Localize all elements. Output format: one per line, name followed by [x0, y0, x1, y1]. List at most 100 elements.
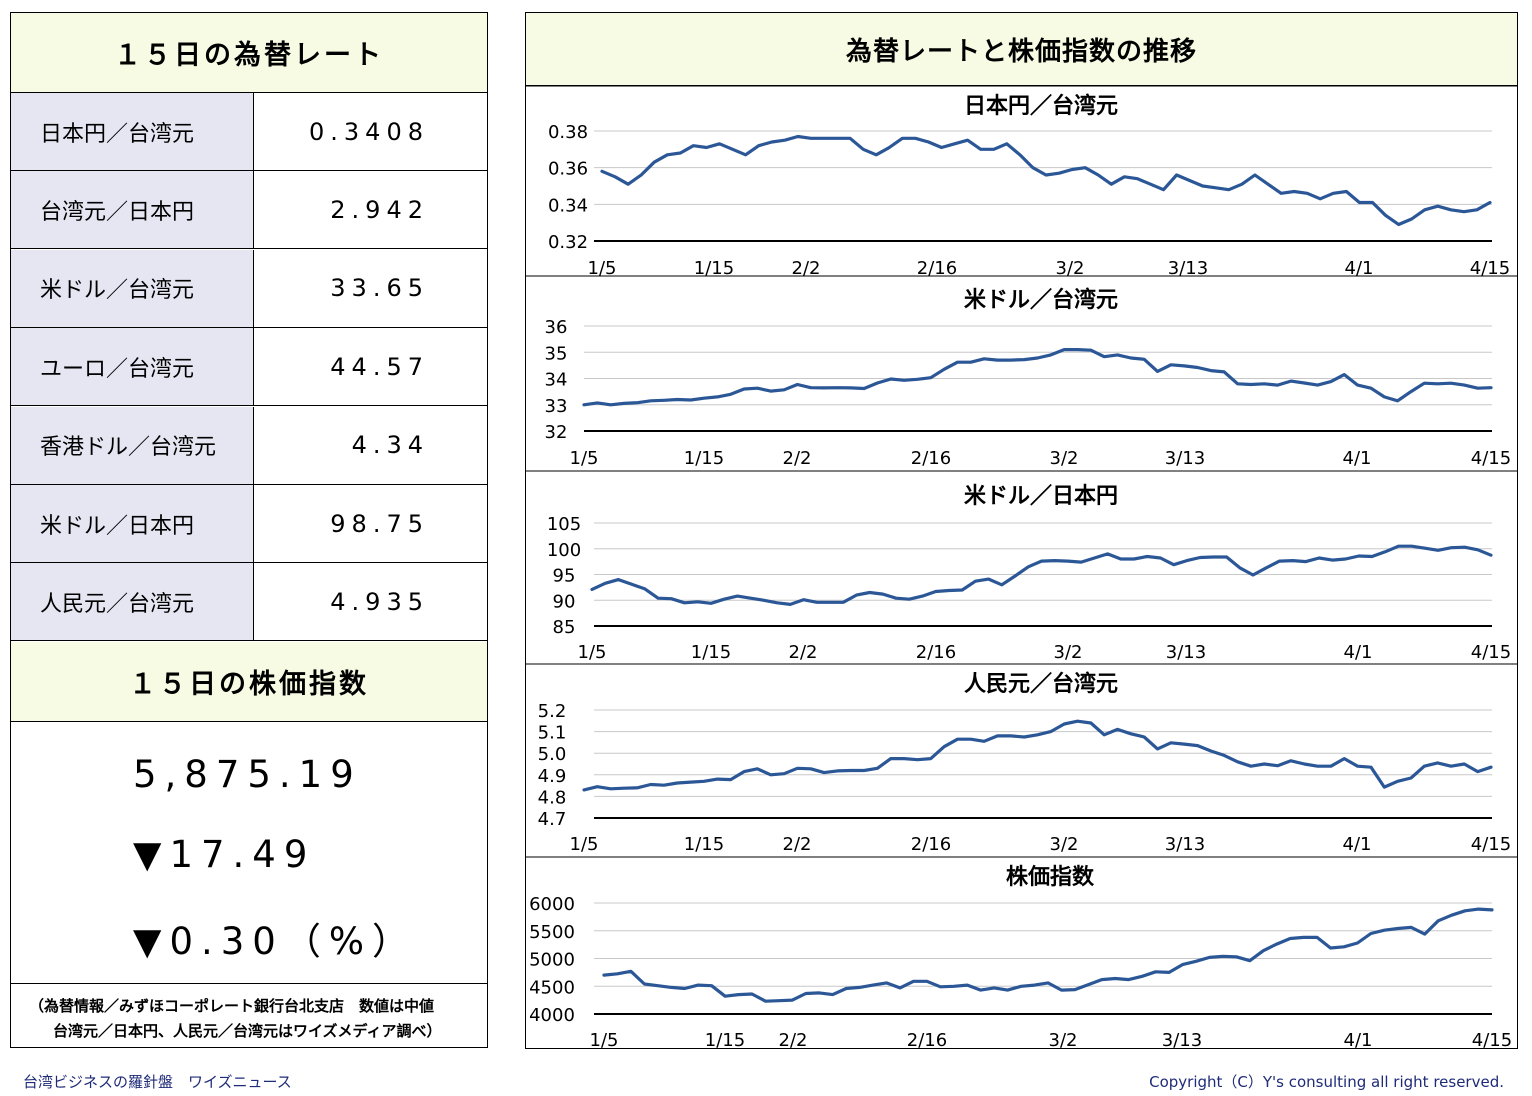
y-tick-label: 90 — [553, 591, 576, 612]
y-tick-label: 5500 — [529, 922, 575, 943]
y-tick-label: 6000 — [529, 894, 575, 915]
chart-3: 米ドル／日本円 105 100 95 90 851/5 1/15 2/2 2/16 3/2 3/13… — [526, 470, 1517, 665]
x-tick-label: 4/15 — [1471, 448, 1511, 469]
fx-row: 日本円／台湾元 0.3408 — [11, 93, 487, 171]
x-tick-label: 2/16 — [907, 1030, 947, 1048]
x-tick-label: 4/15 — [1470, 258, 1510, 279]
y-tick-label: 34 — [545, 370, 568, 391]
footer-copyright: Copyright（C）Y's consulting all right res… — [1149, 1073, 1504, 1091]
stock-index-title: １５日の株価指数 — [11, 642, 487, 722]
series-line — [582, 719, 1493, 792]
x-tick-label: 4/1 — [1343, 834, 1372, 855]
x-tick-label: 4/1 — [1345, 258, 1374, 279]
chart-title: 人民元／台湾元 — [964, 671, 1118, 697]
footer-brand: 台湾ビジネスの羅針盤 ワイズニュース — [23, 1073, 292, 1091]
y-tick-label: 5.2 — [538, 701, 567, 722]
series-line — [600, 134, 1492, 227]
x-tick-label: 2/16 — [911, 448, 951, 469]
fx-row-value: 4.34 — [351, 431, 429, 460]
fx-row: 米ドル／日本円 98.75 — [11, 485, 487, 563]
fx-row-label: ユーロ／台湾元 — [11, 328, 254, 406]
fx-row-value: 0.3408 — [309, 117, 429, 146]
y-tick-label: 4.9 — [538, 766, 567, 787]
fx-row-label: 人民元／台湾元 — [11, 563, 254, 641]
x-tick-label: 4/1 — [1344, 1030, 1373, 1048]
y-tick-label: 35 — [545, 343, 568, 364]
x-tick-label: 4/15 — [1471, 642, 1511, 663]
fx-row-value: 98.75 — [330, 509, 429, 538]
chart-2: 米ドル／台湾元 36 35 34 33 321/5 1/15 2/2 2/16 3/2 3/13 4/… — [526, 275, 1517, 472]
x-tick-label: 3/2 — [1056, 258, 1085, 279]
stock-index-change: ▼17.49 — [133, 833, 316, 876]
fx-row-value: 44.57 — [330, 352, 429, 381]
y-tick-label: 105 — [547, 514, 581, 535]
fx-row-label: 日本円／台湾元 — [11, 93, 254, 170]
x-tick-label: 2/2 — [779, 1030, 808, 1048]
chart-title: 日本円／台湾元 — [964, 93, 1118, 119]
fx-row-label: 米ドル／日本円 — [11, 485, 254, 562]
x-tick-label: 1/15 — [694, 258, 734, 279]
y-tick-label: 4000 — [529, 1005, 575, 1026]
fx-row-label: 米ドル／台湾元 — [11, 249, 254, 327]
y-tick-label: 36 — [545, 317, 568, 338]
charts-panel: 為替レートと株価指数の推移 日本円／台湾元 0.38 0.36 0.34 0.32 1/5… — [525, 12, 1518, 1049]
chart-4: 人民元／台湾元 5.25.15.04.94.84.71/5 1/15 2/2 2/16 3… — [526, 663, 1517, 858]
source-note-line2: 台湾元／日本円、人民元／台湾元はワイズメディア調べ） — [53, 1022, 442, 1040]
x-tick-label: 3/13 — [1165, 448, 1205, 469]
fx-row-value: 2.942 — [330, 195, 429, 224]
x-tick-label: 3/2 — [1049, 1030, 1078, 1048]
y-tick-label: 100 — [547, 540, 581, 561]
x-tick-label: 1/5 — [570, 448, 599, 469]
x-tick-label: 3/13 — [1162, 1030, 1202, 1048]
fx-row-label: 台湾元／日本円 — [11, 171, 254, 249]
x-tick-label: 2/16 — [911, 834, 951, 855]
x-tick-label: 4/1 — [1343, 448, 1372, 469]
x-tick-label: 1/15 — [691, 642, 731, 663]
x-tick-label: 3/2 — [1050, 448, 1079, 469]
y-tick-label: 5000 — [529, 950, 575, 971]
fx-row: ユーロ／台湾元 44.57 — [11, 328, 487, 407]
x-tick-label: 3/2 — [1050, 834, 1079, 855]
x-tick-label: 4/15 — [1471, 834, 1511, 855]
fx-row: 香港ドル／台湾元 4.34 — [11, 406, 487, 485]
x-tick-label: 4/1 — [1344, 642, 1373, 663]
series-line — [602, 907, 1494, 1003]
fx-row-value: 4.935 — [330, 587, 429, 616]
y-tick-label: 0.32 — [548, 232, 588, 253]
x-tick-label: 2/2 — [783, 448, 812, 469]
x-tick-label: 4/15 — [1472, 1030, 1512, 1048]
fx-row-label: 香港ドル／台湾元 — [11, 406, 254, 484]
fx-row-value: 33.65 — [330, 274, 429, 303]
x-tick-label: 1/15 — [684, 834, 724, 855]
x-tick-label: 1/5 — [588, 258, 617, 279]
y-tick-label: 95 — [553, 566, 576, 587]
x-tick-label: 2/16 — [916, 642, 956, 663]
y-tick-label: 4.8 — [538, 787, 567, 808]
x-tick-label: 2/2 — [783, 834, 812, 855]
fx-row: 人民元／台湾元 4.935 — [11, 563, 487, 642]
y-tick-label: 5.1 — [538, 723, 567, 744]
fx-row: 台湾元／日本円 2.942 — [11, 171, 487, 250]
chart-1: 日本円／台湾元 0.38 0.36 0.34 0.321/5 1/15 2/2 2/16 3/2… — [526, 85, 1517, 279]
y-tick-label: 4.7 — [538, 809, 567, 830]
x-tick-label: 1/5 — [590, 1030, 619, 1048]
source-note-line1: （為替情報／みずほコーポレート銀行台北支店 数値は中値 — [29, 997, 435, 1015]
y-tick-label: 0.38 — [548, 122, 588, 143]
y-tick-label: 4500 — [529, 977, 575, 998]
series-line — [582, 348, 1493, 407]
y-tick-label: 0.34 — [548, 195, 588, 216]
y-tick-label: 0.36 — [548, 159, 588, 180]
x-tick-label: 3/13 — [1165, 834, 1205, 855]
stock-index-change-pct: ▼0.30（%） — [133, 920, 417, 963]
chart-5: 株価指数 6000 5500 5000 4500 4000 1/5 1/15 2/2 2/16 3/… — [526, 856, 1517, 1048]
chart-title: 米ドル／日本円 — [964, 484, 1118, 509]
chart-title: 米ドル／台湾元 — [964, 287, 1118, 313]
x-tick-label: 1/15 — [684, 448, 724, 469]
source-note: （為替情報／みずほコーポレート銀行台北支店 数値は中値 台湾元／日本円、人民元／… — [11, 983, 487, 1047]
y-tick-label: 32 — [545, 422, 568, 443]
x-tick-label: 3/13 — [1166, 642, 1206, 663]
fx-table-panel: １５日の為替レート 日本円／台湾元 0.3408 台湾元／日本円 2.942 米ドル／台… — [10, 12, 488, 1048]
x-tick-label: 3/2 — [1054, 642, 1083, 663]
y-tick-label: 5.0 — [538, 744, 567, 765]
